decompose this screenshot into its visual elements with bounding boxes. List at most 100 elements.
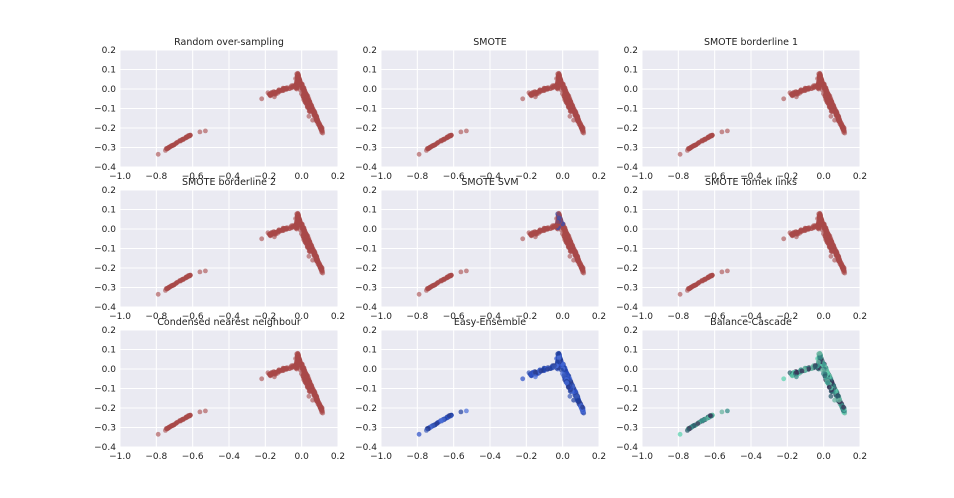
data-point — [707, 133, 713, 139]
data-point — [677, 291, 683, 297]
x-tick-label: −1.0 — [109, 452, 131, 462]
data-point — [571, 257, 576, 263]
data-point — [707, 273, 713, 278]
data-point — [298, 87, 303, 93]
data-point — [817, 215, 823, 221]
data-point — [284, 226, 289, 232]
data-point — [284, 366, 289, 372]
y-tick-label: −0.1 — [616, 385, 638, 395]
subplot-title: Easy-Ensemble — [454, 317, 526, 328]
data-point — [564, 380, 570, 386]
x-tick-label: −1.0 — [370, 172, 392, 182]
data-point — [319, 124, 324, 130]
data-point — [836, 397, 842, 403]
data-point — [310, 117, 315, 123]
x-tick-label: 0.2 — [853, 172, 867, 182]
x-tick-label: −0.8 — [145, 452, 167, 462]
subplot-1: −1.0 −0.8 −0.6 −0.4 −0.2 0.0 0.2−0.4−0.3−0.2−0… — [94, 37, 345, 182]
data-point — [290, 364, 296, 370]
data-point — [817, 70, 823, 76]
data-point — [575, 397, 581, 403]
y-tick-label: 0.2 — [102, 326, 116, 336]
y-tick-label: −0.2 — [94, 124, 116, 134]
data-point — [424, 288, 429, 293]
data-point — [185, 413, 191, 418]
data-point — [554, 359, 560, 365]
x-tick-label: 0.0 — [817, 172, 832, 182]
x-tick-label: −0.8 — [667, 452, 689, 462]
x-tick-label: −0.4 — [740, 172, 762, 182]
data-point — [825, 100, 831, 106]
data-point — [434, 281, 440, 286]
data-point — [567, 253, 573, 259]
data-point — [719, 269, 725, 275]
data-point — [538, 228, 544, 234]
data-point — [725, 268, 730, 274]
data-point — [794, 234, 799, 240]
data-point — [203, 128, 208, 134]
data-point — [799, 88, 805, 94]
data-point — [446, 133, 452, 139]
y-tick-label: 0.2 — [363, 326, 377, 336]
data-point — [533, 230, 538, 235]
y-tick-label: −0.2 — [616, 264, 638, 274]
x-tick-label: −0.2 — [776, 172, 798, 182]
data-point — [304, 244, 310, 250]
data-point — [574, 394, 580, 399]
data-point — [259, 236, 265, 242]
y-tick-label: −0.3 — [616, 424, 638, 434]
data-point — [272, 230, 277, 235]
data-point — [259, 376, 265, 382]
data-point — [434, 141, 440, 146]
data-point — [434, 421, 440, 426]
data-point — [173, 421, 179, 426]
data-point — [832, 117, 837, 123]
data-point — [564, 100, 570, 106]
data-point — [424, 428, 429, 433]
data-point — [551, 224, 557, 230]
data-point — [815, 79, 821, 85]
data-point — [163, 148, 168, 153]
data-point — [826, 244, 832, 250]
data-point — [520, 96, 526, 102]
data-point — [155, 431, 161, 437]
data-point — [781, 96, 787, 102]
data-point — [533, 374, 538, 380]
x-tick-label: −0.4 — [479, 452, 501, 462]
y-tick-label: −0.1 — [94, 245, 116, 255]
data-point — [565, 244, 571, 250]
x-tick-label: −0.6 — [704, 452, 726, 462]
x-tick-label: −0.6 — [704, 172, 726, 182]
data-point — [179, 137, 185, 142]
x-tick-label: −0.8 — [145, 172, 167, 182]
data-point — [458, 409, 464, 415]
x-tick-label: −1.0 — [370, 452, 392, 462]
data-point — [841, 404, 846, 410]
data-point — [197, 129, 203, 135]
data-point — [306, 393, 312, 399]
y-tick-label: 0.2 — [624, 326, 638, 336]
y-tick-label: −0.3 — [355, 284, 377, 294]
data-point — [580, 404, 585, 410]
data-point — [295, 355, 301, 361]
x-tick-label: −1.0 — [631, 172, 653, 182]
data-point — [314, 117, 320, 123]
data-point — [835, 114, 841, 119]
data-point — [820, 227, 825, 233]
data-point — [828, 393, 834, 399]
data-point — [306, 253, 312, 259]
data-point — [545, 226, 550, 232]
data-point — [185, 273, 191, 278]
data-point — [841, 124, 846, 130]
y-tick-label: 0.0 — [102, 85, 117, 95]
data-point — [272, 374, 277, 380]
x-tick-label: −0.4 — [218, 312, 240, 322]
data-point — [295, 75, 301, 81]
data-point — [574, 114, 580, 119]
data-point — [310, 257, 315, 263]
data-point — [458, 129, 464, 135]
data-point — [272, 94, 277, 100]
data-point — [695, 281, 701, 286]
y-tick-label: 0.2 — [102, 46, 116, 56]
y-tick-label: −0.4 — [355, 303, 377, 313]
